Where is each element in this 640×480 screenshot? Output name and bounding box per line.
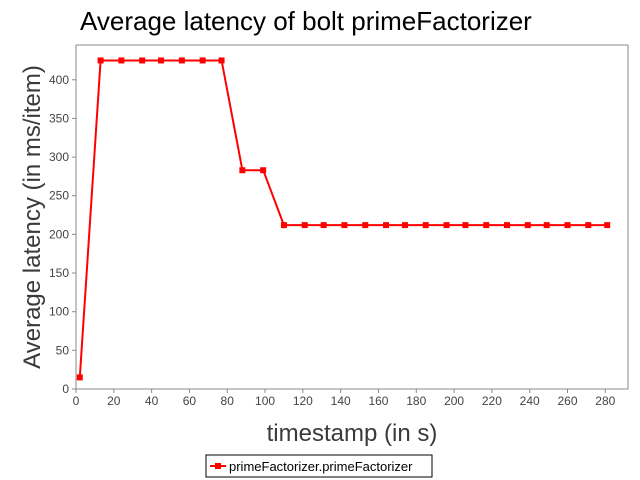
data-point (178, 57, 185, 64)
x-tick-label: 240 (520, 394, 540, 408)
x-tick-label: 100 (255, 394, 275, 408)
legend-marker (215, 463, 221, 469)
x-tick-label: 120 (293, 394, 313, 408)
x-tick-label: 80 (221, 394, 235, 408)
y-tick-label: 400 (49, 73, 69, 87)
y-tick-label: 350 (49, 111, 69, 125)
data-point (76, 374, 83, 381)
y-axis-title: Average latency (in ms/item) (19, 65, 46, 369)
data-point (260, 167, 267, 174)
data-point (199, 57, 206, 64)
data-point (483, 222, 490, 229)
x-tick-label: 20 (107, 394, 121, 408)
x-tick-label: 0 (73, 394, 80, 408)
x-tick-label: 260 (557, 394, 577, 408)
y-tick-label: 150 (49, 266, 69, 280)
data-point (218, 57, 225, 64)
y-tick-label: 250 (49, 189, 69, 203)
data-point (462, 222, 469, 229)
x-tick-label: 60 (183, 394, 197, 408)
data-point (585, 222, 592, 229)
data-point (341, 222, 348, 229)
x-axis-title: timestamp (in s) (267, 420, 438, 447)
data-point (158, 57, 165, 64)
x-tick-label: 200 (444, 394, 464, 408)
x-tick-label: 220 (482, 394, 502, 408)
data-point (301, 222, 308, 229)
plot-area (75, 44, 629, 390)
x-axis: 0 20 40 60 80 100 120 140 160 180 200 220 240 260 280 (73, 389, 616, 408)
x-tick-label: 280 (595, 394, 615, 408)
y-tick-label: 200 (49, 227, 69, 241)
data-point (139, 57, 146, 64)
data-point (543, 222, 550, 229)
y-tick-label: 0 (62, 382, 69, 396)
series-layer (76, 57, 611, 381)
data-point (422, 222, 429, 229)
data-point (320, 222, 327, 229)
y-axis: 0 50 100 150 200 250 300 350 400 (49, 73, 76, 396)
x-tick-label: 40 (145, 394, 159, 408)
data-point (504, 222, 511, 229)
chart-title: Average latency of bolt primeFactorizer (80, 6, 532, 36)
y-tick-label: 300 (49, 150, 69, 164)
y-tick-label: 50 (56, 343, 70, 357)
legend-label: primeFactorizer.primeFactorizer (229, 459, 413, 474)
x-tick-label: 140 (331, 394, 351, 408)
legend-box (205, 454, 433, 478)
data-point (524, 222, 531, 229)
data-point (97, 57, 104, 64)
data-point (401, 222, 408, 229)
legend: primeFactorizer.primeFactorizer (205, 454, 433, 478)
y-tick-label: 100 (49, 305, 69, 319)
data-point (383, 222, 390, 229)
x-tick-label: 180 (406, 394, 426, 408)
data-point (239, 167, 246, 174)
data-point (604, 222, 611, 229)
data-point (564, 222, 571, 229)
data-point (443, 222, 450, 229)
data-point (362, 222, 369, 229)
x-tick-label: 160 (368, 394, 388, 408)
data-point (118, 57, 125, 64)
data-point (280, 222, 287, 229)
